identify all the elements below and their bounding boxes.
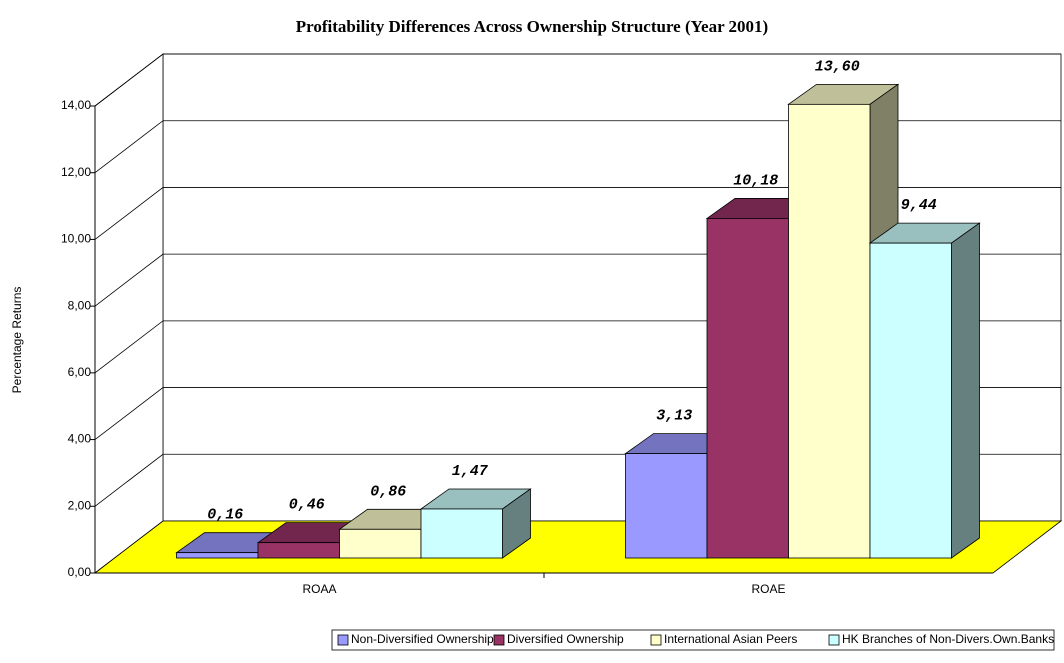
grid-line <box>94 120 1061 174</box>
value-label: 0,86 <box>370 483 406 500</box>
value-label: 1,47 <box>452 463 489 480</box>
legend-label: Diversified Ownership <box>507 632 624 646</box>
bar <box>420 508 503 559</box>
x-tick-label: ROAE <box>751 582 785 596</box>
x-tick-label: ROAA <box>302 582 336 596</box>
bar <box>339 528 422 559</box>
y-tick-label: 14,00 <box>61 98 91 112</box>
side-wall <box>94 53 164 574</box>
bar-side <box>951 222 980 559</box>
grid-line <box>94 187 1061 240</box>
legend-swatch <box>337 634 349 646</box>
y-tick-label: 12,00 <box>61 165 91 179</box>
value-label: 9,44 <box>901 197 937 214</box>
y-tick-label: 10,00 <box>61 232 91 246</box>
bar <box>788 103 871 559</box>
bar <box>257 542 340 559</box>
y-tick-label: 4,00 <box>68 432 92 446</box>
legend-swatch <box>493 634 505 646</box>
y-tick-label: 8,00 <box>68 298 92 312</box>
bar <box>625 453 708 559</box>
value-label: 3,13 <box>656 408 692 425</box>
value-label: 13,60 <box>815 58 860 75</box>
legend-box <box>331 629 1055 651</box>
legend-swatch <box>828 634 840 646</box>
y-tick-label: 6,00 <box>68 365 92 379</box>
y-axis-label: Percentage Returns <box>10 287 24 394</box>
grid-line <box>94 53 1061 107</box>
value-label: 0,16 <box>207 507 243 524</box>
legend-label: Non-Diversified Ownership <box>351 632 494 646</box>
chart-title: Profitability Differences Across Ownersh… <box>296 17 768 36</box>
bar <box>176 552 259 559</box>
value-label: 10,18 <box>733 172 778 189</box>
value-label: 0,46 <box>289 497 325 514</box>
y-tick-label: 0,00 <box>68 565 92 579</box>
y-tick-label: 2,00 <box>68 498 92 512</box>
legend-label: HK Branches of Non-Divers.Own.Banks <box>842 632 1054 646</box>
legend-label: International Asian Peers <box>664 632 797 646</box>
bar <box>869 242 952 559</box>
legend-swatch <box>650 634 662 646</box>
bar <box>706 218 789 559</box>
